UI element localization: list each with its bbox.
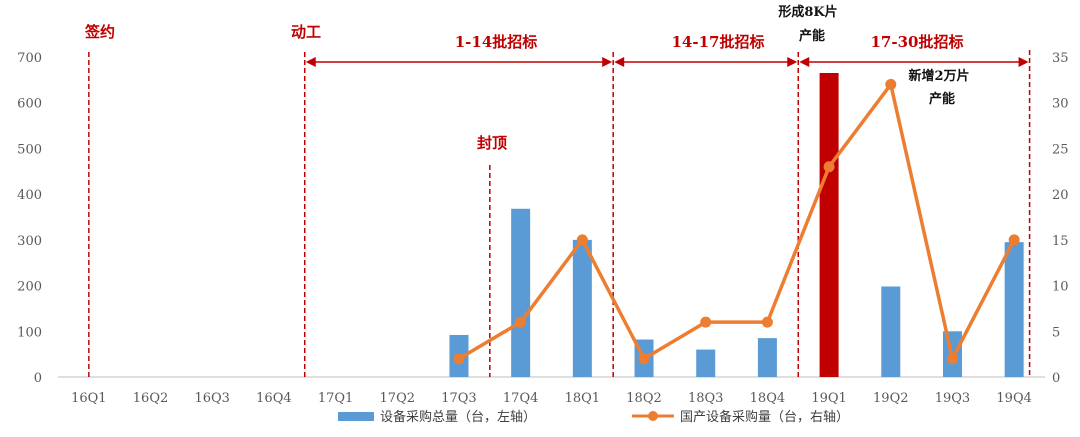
phase-arrow-head-left (799, 57, 810, 67)
ytick-right-label: 35 (1052, 51, 1069, 66)
xtick-label: 19Q4 (996, 391, 1031, 406)
xtick-label: 17Q2 (380, 391, 415, 406)
line-series (453, 78, 1020, 365)
phase-arrows (305, 57, 1029, 67)
line-point (638, 353, 650, 365)
xtick-label: 17Q4 (503, 391, 538, 406)
xtick-label: 18Q3 (688, 391, 723, 406)
phase-arrow-head-right (602, 57, 613, 67)
xtick-label: 18Q2 (626, 391, 661, 406)
phase-arrow-head-right (787, 57, 798, 67)
annotation-capacity-1-line1: 形成8K片 (778, 4, 837, 20)
phase-arrow-head-right (1018, 57, 1029, 67)
annotation-phase1: 1-14批招标 (455, 33, 538, 51)
xtick-label: 17Q1 (318, 391, 353, 406)
ytick-right-label: 20 (1052, 188, 1069, 203)
legend: 设备采购总量（台，左轴） 国产设备采购量（台，右轴） (338, 409, 849, 425)
ytick-right-label: 25 (1052, 142, 1069, 157)
line-point (576, 234, 588, 246)
ytick-left-label: 200 (17, 280, 42, 295)
line-point (823, 161, 835, 173)
ytick-left-label: 100 (17, 325, 42, 340)
annotation-capacity-2-line2: 产能 (929, 91, 955, 107)
legend-line-label: 国产设备采购量（台，右轴） (680, 409, 849, 425)
annotation-sign: 签约 (84, 23, 115, 41)
annotation-phase3: 17-30批招标 (871, 33, 964, 51)
annotations: 签约 动工 封顶 1-14批招标 14-17批招标 17-30批招标 形成8K片… (84, 4, 970, 152)
bar (757, 338, 777, 377)
line-path (458, 82, 1016, 361)
xtick-label: 19Q2 (873, 391, 908, 406)
xtick-label: 19Q1 (811, 391, 846, 406)
xtick-label: 16Q2 (133, 391, 168, 406)
legend-bar-label: 设备采购总量（台，左轴） (380, 409, 536, 425)
annotation-start: 动工 (291, 23, 321, 41)
ytick-left-label: 0 (34, 371, 42, 386)
ytick-left-label: 500 (17, 142, 42, 157)
annotation-topping: 封顶 (477, 134, 507, 152)
xtick-label: 18Q1 (565, 391, 600, 406)
axes: 0 100 200 300 400 500 600 700 0 5 10 15 20 25 30 35 16… (17, 51, 1068, 406)
annotation-capacity-2-line1: 新增2万片 (908, 68, 969, 84)
bar-series (449, 73, 1024, 377)
line-point (946, 353, 958, 365)
ytick-left-label: 600 (17, 97, 42, 112)
xtick-label: 16Q4 (256, 391, 291, 406)
bar (819, 73, 839, 377)
line-point (700, 316, 712, 328)
line-point (885, 78, 897, 90)
xtick-label: 16Q3 (194, 391, 229, 406)
bar (572, 239, 592, 377)
phase-arrow-head-left (614, 57, 625, 67)
bar (881, 286, 901, 377)
xtick-label: 17Q3 (441, 391, 476, 406)
line-point (1008, 234, 1020, 246)
ytick-left-label: 300 (17, 234, 42, 249)
ytick-right-label: 15 (1052, 234, 1069, 249)
ytick-right-label: 0 (1052, 371, 1060, 386)
ytick-left-label: 700 (17, 51, 42, 66)
y-axis-left: 0 100 200 300 400 500 600 700 (17, 51, 42, 386)
x-axis: 16Q1 16Q2 16Q3 16Q4 17Q1 17Q2 17Q3 17Q4 18Q1 18Q2… (71, 391, 1032, 406)
xtick-label: 19Q3 (935, 391, 970, 406)
annotation-capacity-1-line2: 产能 (799, 28, 825, 44)
bar (1004, 242, 1024, 377)
line-point (515, 316, 527, 328)
line-point (761, 316, 773, 328)
bar (511, 208, 531, 377)
ytick-right-label: 30 (1052, 97, 1069, 112)
y-axis-right: 0 5 10 15 20 25 30 35 (1052, 51, 1069, 386)
line-point (453, 353, 465, 365)
annotation-phase2: 14-17批招标 (672, 33, 765, 51)
ytick-left-label: 400 (17, 188, 42, 203)
ytick-right-label: 10 (1052, 280, 1069, 295)
legend-line-marker (648, 411, 658, 421)
legend-bar-swatch (338, 412, 374, 421)
ytick-right-label: 5 (1052, 325, 1060, 340)
phase-arrow-head-left (305, 57, 316, 67)
xtick-label: 18Q4 (750, 391, 785, 406)
xtick-label: 16Q1 (71, 391, 106, 406)
bar (696, 349, 716, 377)
